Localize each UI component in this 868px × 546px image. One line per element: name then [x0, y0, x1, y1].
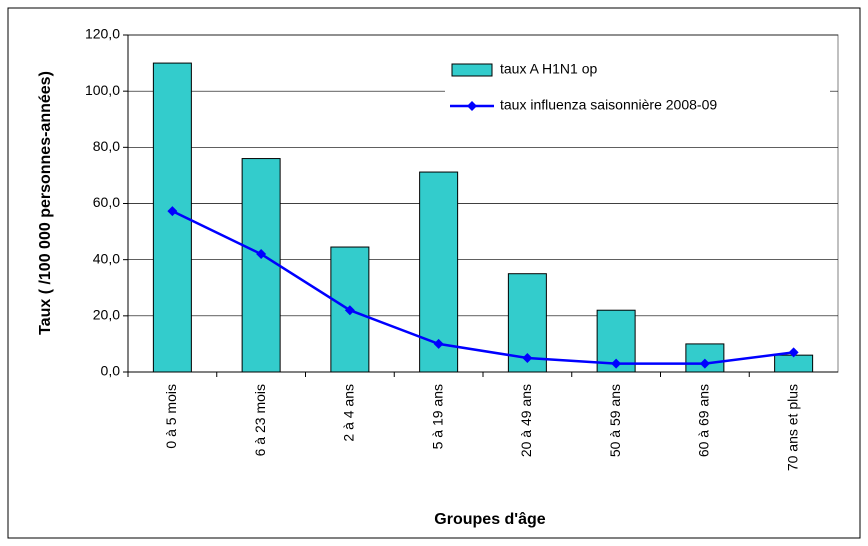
y-tick-label: 0,0	[101, 363, 121, 379]
line-marker	[522, 352, 533, 363]
x-tick-label: 2 à 4 ans	[341, 384, 357, 442]
y-axis-title: Taux ( /100 000 personnes-années)	[37, 71, 54, 335]
x-tick-label: 6 à 23 mois	[252, 384, 268, 456]
y-tick-label: 20,0	[93, 307, 120, 323]
line	[171, 209, 794, 365]
legend-swatch	[451, 63, 493, 77]
y-tick-label: 60,0	[93, 194, 120, 210]
legend-marker	[467, 101, 477, 111]
x-tick-label: 60 à 69 ans	[696, 384, 712, 457]
line-marker	[167, 206, 178, 217]
bar	[774, 354, 814, 373]
x-tick-label: 0 à 5 mois	[163, 384, 179, 449]
line-marker	[611, 358, 622, 369]
line-marker	[788, 347, 799, 358]
x-tick-label: 20 à 49 ans	[518, 384, 534, 457]
line-marker	[344, 305, 355, 316]
x-tick-label: 50 à 59 ans	[607, 384, 623, 457]
bar	[330, 246, 370, 373]
x-tick-label: 70 ans et plus	[784, 384, 800, 471]
legend-label: taux influenza saisonnière 2008-09	[500, 97, 717, 113]
x-tick-label: 5 à 19 ans	[429, 384, 445, 449]
x-axis-title: Groupes d'âge	[434, 511, 545, 528]
y-tick-label: 80,0	[93, 138, 120, 154]
line-marker	[433, 338, 444, 349]
y-tick-label: 100,0	[85, 82, 120, 98]
line-marker	[256, 249, 267, 260]
line-marker	[699, 358, 710, 369]
legend-label: taux A H1N1 op	[500, 61, 598, 77]
y-tick-label: 120,0	[85, 26, 120, 42]
bar	[241, 158, 281, 373]
y-tick-label: 40,0	[93, 250, 120, 266]
legend-box	[445, 52, 830, 128]
